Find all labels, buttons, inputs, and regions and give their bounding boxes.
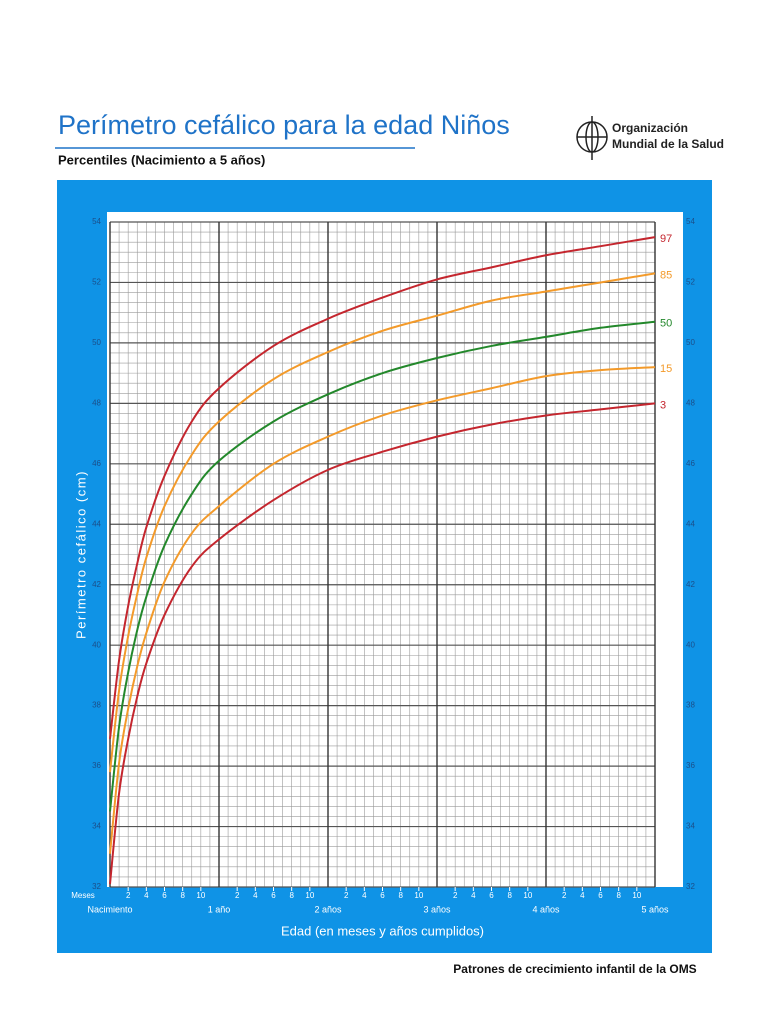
y-tick-label: 42 xyxy=(686,580,695,589)
y-tick-label: 46 xyxy=(686,459,695,468)
plot-area xyxy=(107,212,683,887)
x-major-tick-label: 5 años xyxy=(641,904,669,914)
x-axis-label: Edad (en meses y años cumplidos) xyxy=(281,923,484,938)
x-major-tick-label: 4 años xyxy=(532,904,560,914)
y-tick-label: 42 xyxy=(92,580,101,589)
logo-text: Organización xyxy=(612,121,688,135)
y-tick-label: 40 xyxy=(686,640,695,649)
x-major-tick-label: 1 año xyxy=(208,904,231,914)
y-tick-label: 32 xyxy=(92,882,101,891)
x-tick-label: 6 xyxy=(271,891,276,900)
y-axis-label: Perímetro cefálico (cm) xyxy=(73,470,88,639)
x-major-tick-label: 2 años xyxy=(314,904,342,914)
y-tick-label: 54 xyxy=(92,217,101,226)
y-tick-label: 48 xyxy=(92,398,101,407)
x-tick-label: 10 xyxy=(523,891,532,900)
y-tick-label: 52 xyxy=(92,278,101,287)
y-tick-label: 48 xyxy=(686,398,695,407)
percentile-line xyxy=(109,402,656,885)
x-tick-label: 10 xyxy=(414,891,423,900)
series-label: 97 xyxy=(660,233,672,245)
x-tick-label: 6 xyxy=(380,891,385,900)
series-label: 50 xyxy=(660,318,672,330)
y-tick-label: 38 xyxy=(686,701,695,710)
x-tick-label: 4 xyxy=(580,891,585,900)
y-tick-label: 52 xyxy=(686,278,695,287)
y-tick-label: 38 xyxy=(92,701,101,710)
footer: Patrones de crecimiento infantil de la O… xyxy=(453,962,696,976)
y-tick-label: 50 xyxy=(686,338,695,347)
x-tick-label: 2 xyxy=(126,891,131,900)
y-tick-label: 34 xyxy=(686,822,695,831)
percentile-line xyxy=(109,366,656,854)
series-label: 85 xyxy=(660,269,672,281)
x-major-tick-label: 3 años xyxy=(423,904,451,914)
x-tick-label: 10 xyxy=(305,891,314,900)
x-tick-label: 8 xyxy=(289,891,294,900)
y-tick-label: 54 xyxy=(686,217,695,226)
percentile-line xyxy=(109,320,656,812)
x-tick-label: 4 xyxy=(253,891,258,900)
series-label: 15 xyxy=(660,363,672,375)
y-tick-label: 34 xyxy=(92,822,101,831)
x-tick-label: 4 xyxy=(362,891,367,900)
x-tick-label: 8 xyxy=(507,891,512,900)
percentile-line xyxy=(109,272,656,773)
y-tick-label: 44 xyxy=(92,519,101,528)
chart-title: Perímetro cefálico para la edad Niños xyxy=(58,110,510,140)
x-tick-label: 6 xyxy=(598,891,603,900)
y-tick-label: 36 xyxy=(686,761,695,770)
series-label: 3 xyxy=(660,399,666,411)
y-tick-label: 46 xyxy=(92,459,101,468)
x-unit-label: Meses xyxy=(71,891,95,900)
x-tick-label: 4 xyxy=(144,891,149,900)
x-tick-label: 6 xyxy=(489,891,494,900)
x-tick-label: 2 xyxy=(562,891,567,900)
y-tick-label: 40 xyxy=(92,640,101,649)
x-tick-label: 10 xyxy=(632,891,641,900)
x-tick-label: 8 xyxy=(180,891,185,900)
logo-text: Mundial de la Salud xyxy=(612,137,724,151)
x-tick-label: 2 xyxy=(453,891,458,900)
y-tick-label: 36 xyxy=(92,761,101,770)
y-tick-label: 50 xyxy=(92,338,101,347)
percentile-line xyxy=(109,236,656,740)
x-tick-label: 8 xyxy=(398,891,403,900)
chart-subtitle: Percentiles (Nacimiento a 5 años) xyxy=(58,152,265,167)
x-tick-label: 10 xyxy=(196,891,205,900)
x-tick-label: 8 xyxy=(616,891,621,900)
y-tick-label: 32 xyxy=(686,882,695,891)
x-tick-label: 6 xyxy=(162,891,167,900)
x-tick-label: 4 xyxy=(471,891,476,900)
x-major-tick-label: Nacimiento xyxy=(87,904,132,914)
x-tick-label: 2 xyxy=(235,891,240,900)
logo-emblem xyxy=(576,116,608,160)
x-tick-label: 2 xyxy=(344,891,349,900)
y-tick-label: 44 xyxy=(686,519,695,528)
